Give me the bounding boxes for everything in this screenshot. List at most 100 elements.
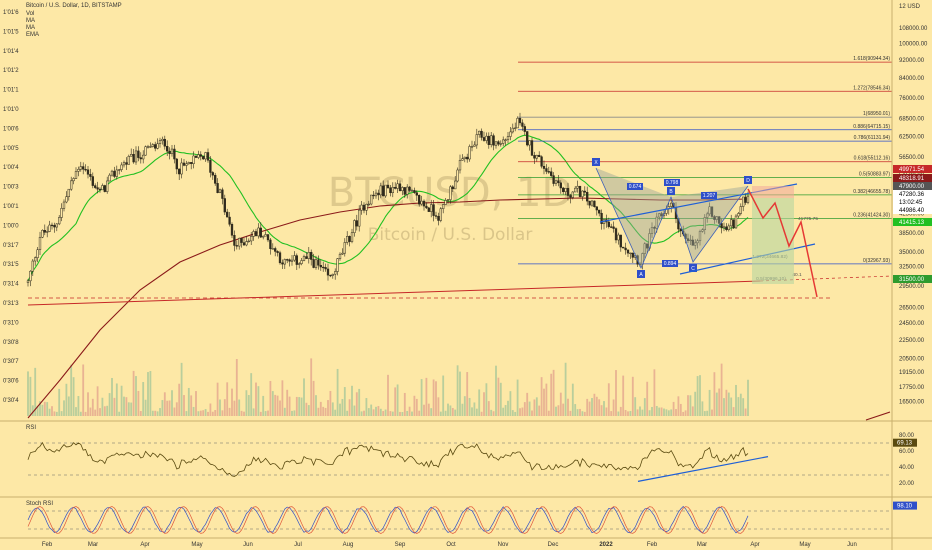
volume-bar xyxy=(339,403,341,416)
candle-body xyxy=(420,200,423,205)
volume-bar xyxy=(257,386,260,416)
candle-body xyxy=(346,236,349,243)
volume-bar xyxy=(163,392,166,416)
price-tick: 84000.00 xyxy=(899,76,925,82)
time-tick: May xyxy=(799,542,810,548)
candle-body xyxy=(720,223,723,229)
candle-body xyxy=(653,227,656,229)
candle-body xyxy=(686,238,690,241)
pattern-point-box xyxy=(637,270,645,278)
ma-200-line xyxy=(27,197,749,419)
volume-bar xyxy=(708,389,711,416)
candle-body xyxy=(468,146,471,160)
volume-bar xyxy=(259,411,262,416)
watermark-name: Bitcoin / U.S. Dollar xyxy=(368,225,533,245)
candle-body xyxy=(746,195,750,203)
volume-bar xyxy=(231,388,233,416)
candle-body xyxy=(233,235,236,246)
volume-bar xyxy=(504,405,507,416)
candle-body xyxy=(530,140,534,156)
candle-body xyxy=(482,137,486,141)
volume-bar xyxy=(413,395,416,416)
left-tick: 1'00'5 xyxy=(3,146,19,152)
fib-label: 0.618(55112.16) xyxy=(854,156,891,162)
left-tick: 0'31'4 xyxy=(3,282,19,288)
volume-bar xyxy=(478,389,481,416)
volume-bar xyxy=(355,392,358,416)
candle-body xyxy=(466,156,469,160)
candle-body xyxy=(149,146,152,148)
volume-bar xyxy=(547,410,550,416)
candle-body xyxy=(305,256,308,259)
candle-body xyxy=(396,183,399,189)
volume-bar xyxy=(161,400,164,416)
candle-body xyxy=(367,203,370,206)
volume-bar xyxy=(108,393,111,416)
candle-body xyxy=(475,134,478,146)
volume-bar xyxy=(735,384,737,416)
price-label: 47900.00 xyxy=(899,184,925,190)
volume-bar xyxy=(375,406,377,416)
volume-bar xyxy=(195,391,197,416)
time-tick: Mar xyxy=(697,542,707,548)
candle-body xyxy=(660,213,663,217)
price-label: 31500.00 xyxy=(899,277,925,283)
volume-bar xyxy=(603,401,605,416)
rsi-value-bg xyxy=(893,438,917,447)
price-tick: 24500.00 xyxy=(899,321,925,327)
ratio-label: 0.798 xyxy=(666,180,679,186)
volume-bar xyxy=(235,359,238,416)
candle-body xyxy=(655,216,658,229)
volume-bar xyxy=(55,411,58,416)
price-tick: 56500.00 xyxy=(899,155,925,161)
volume-bar xyxy=(569,410,572,416)
candle-body xyxy=(278,252,282,264)
candle-body xyxy=(269,239,272,249)
volume-bar xyxy=(696,376,699,416)
fib-label: 0.5(50883.97) xyxy=(859,172,890,178)
candle-body xyxy=(547,171,550,173)
volume-bar xyxy=(684,410,687,416)
left-tick: 0'31'0 xyxy=(3,320,19,326)
time-axis[interactable]: Feb Mar Apr May Jun Jul Aug Sep Oct Nov Dec 2022 Feb… xyxy=(42,542,857,548)
candle-body xyxy=(161,138,164,141)
volume-bar xyxy=(79,411,82,416)
candle-body xyxy=(110,170,114,176)
volume-bar xyxy=(607,383,610,416)
price-label: 41415.13 xyxy=(899,220,925,226)
candle-body xyxy=(166,146,169,152)
candle-body xyxy=(434,215,438,217)
candle-body xyxy=(473,144,476,147)
volume-bar xyxy=(427,403,430,416)
candle-body xyxy=(91,176,94,186)
price-label: 47280.36 xyxy=(899,192,925,198)
candle-body xyxy=(96,187,99,190)
volume-bar xyxy=(497,377,500,416)
volume-bar xyxy=(175,402,178,416)
candle-body xyxy=(103,185,106,192)
volume-bar xyxy=(360,411,363,416)
rsi-tick: 40.00 xyxy=(899,465,915,471)
volume-bar xyxy=(300,397,303,416)
candle-body xyxy=(38,236,42,250)
volume-bar xyxy=(629,410,632,416)
candle-body xyxy=(578,185,582,197)
ratio-label: 1.207 xyxy=(703,193,716,199)
candle-body xyxy=(545,168,548,172)
candle-body xyxy=(581,190,584,197)
time-tick: Jun xyxy=(243,542,253,548)
volume-bar xyxy=(425,377,428,416)
candle-body xyxy=(134,150,138,163)
candle-body xyxy=(562,187,565,192)
volume-bar xyxy=(677,396,680,416)
volume-bar xyxy=(156,411,159,416)
volume-bar xyxy=(279,400,281,416)
candle-body xyxy=(365,204,368,211)
volume-bar xyxy=(312,380,315,416)
candle-body xyxy=(470,146,474,148)
volume-bar xyxy=(562,403,565,416)
candle-body xyxy=(53,224,56,228)
candle-body xyxy=(574,187,577,193)
candle-body xyxy=(374,192,378,197)
